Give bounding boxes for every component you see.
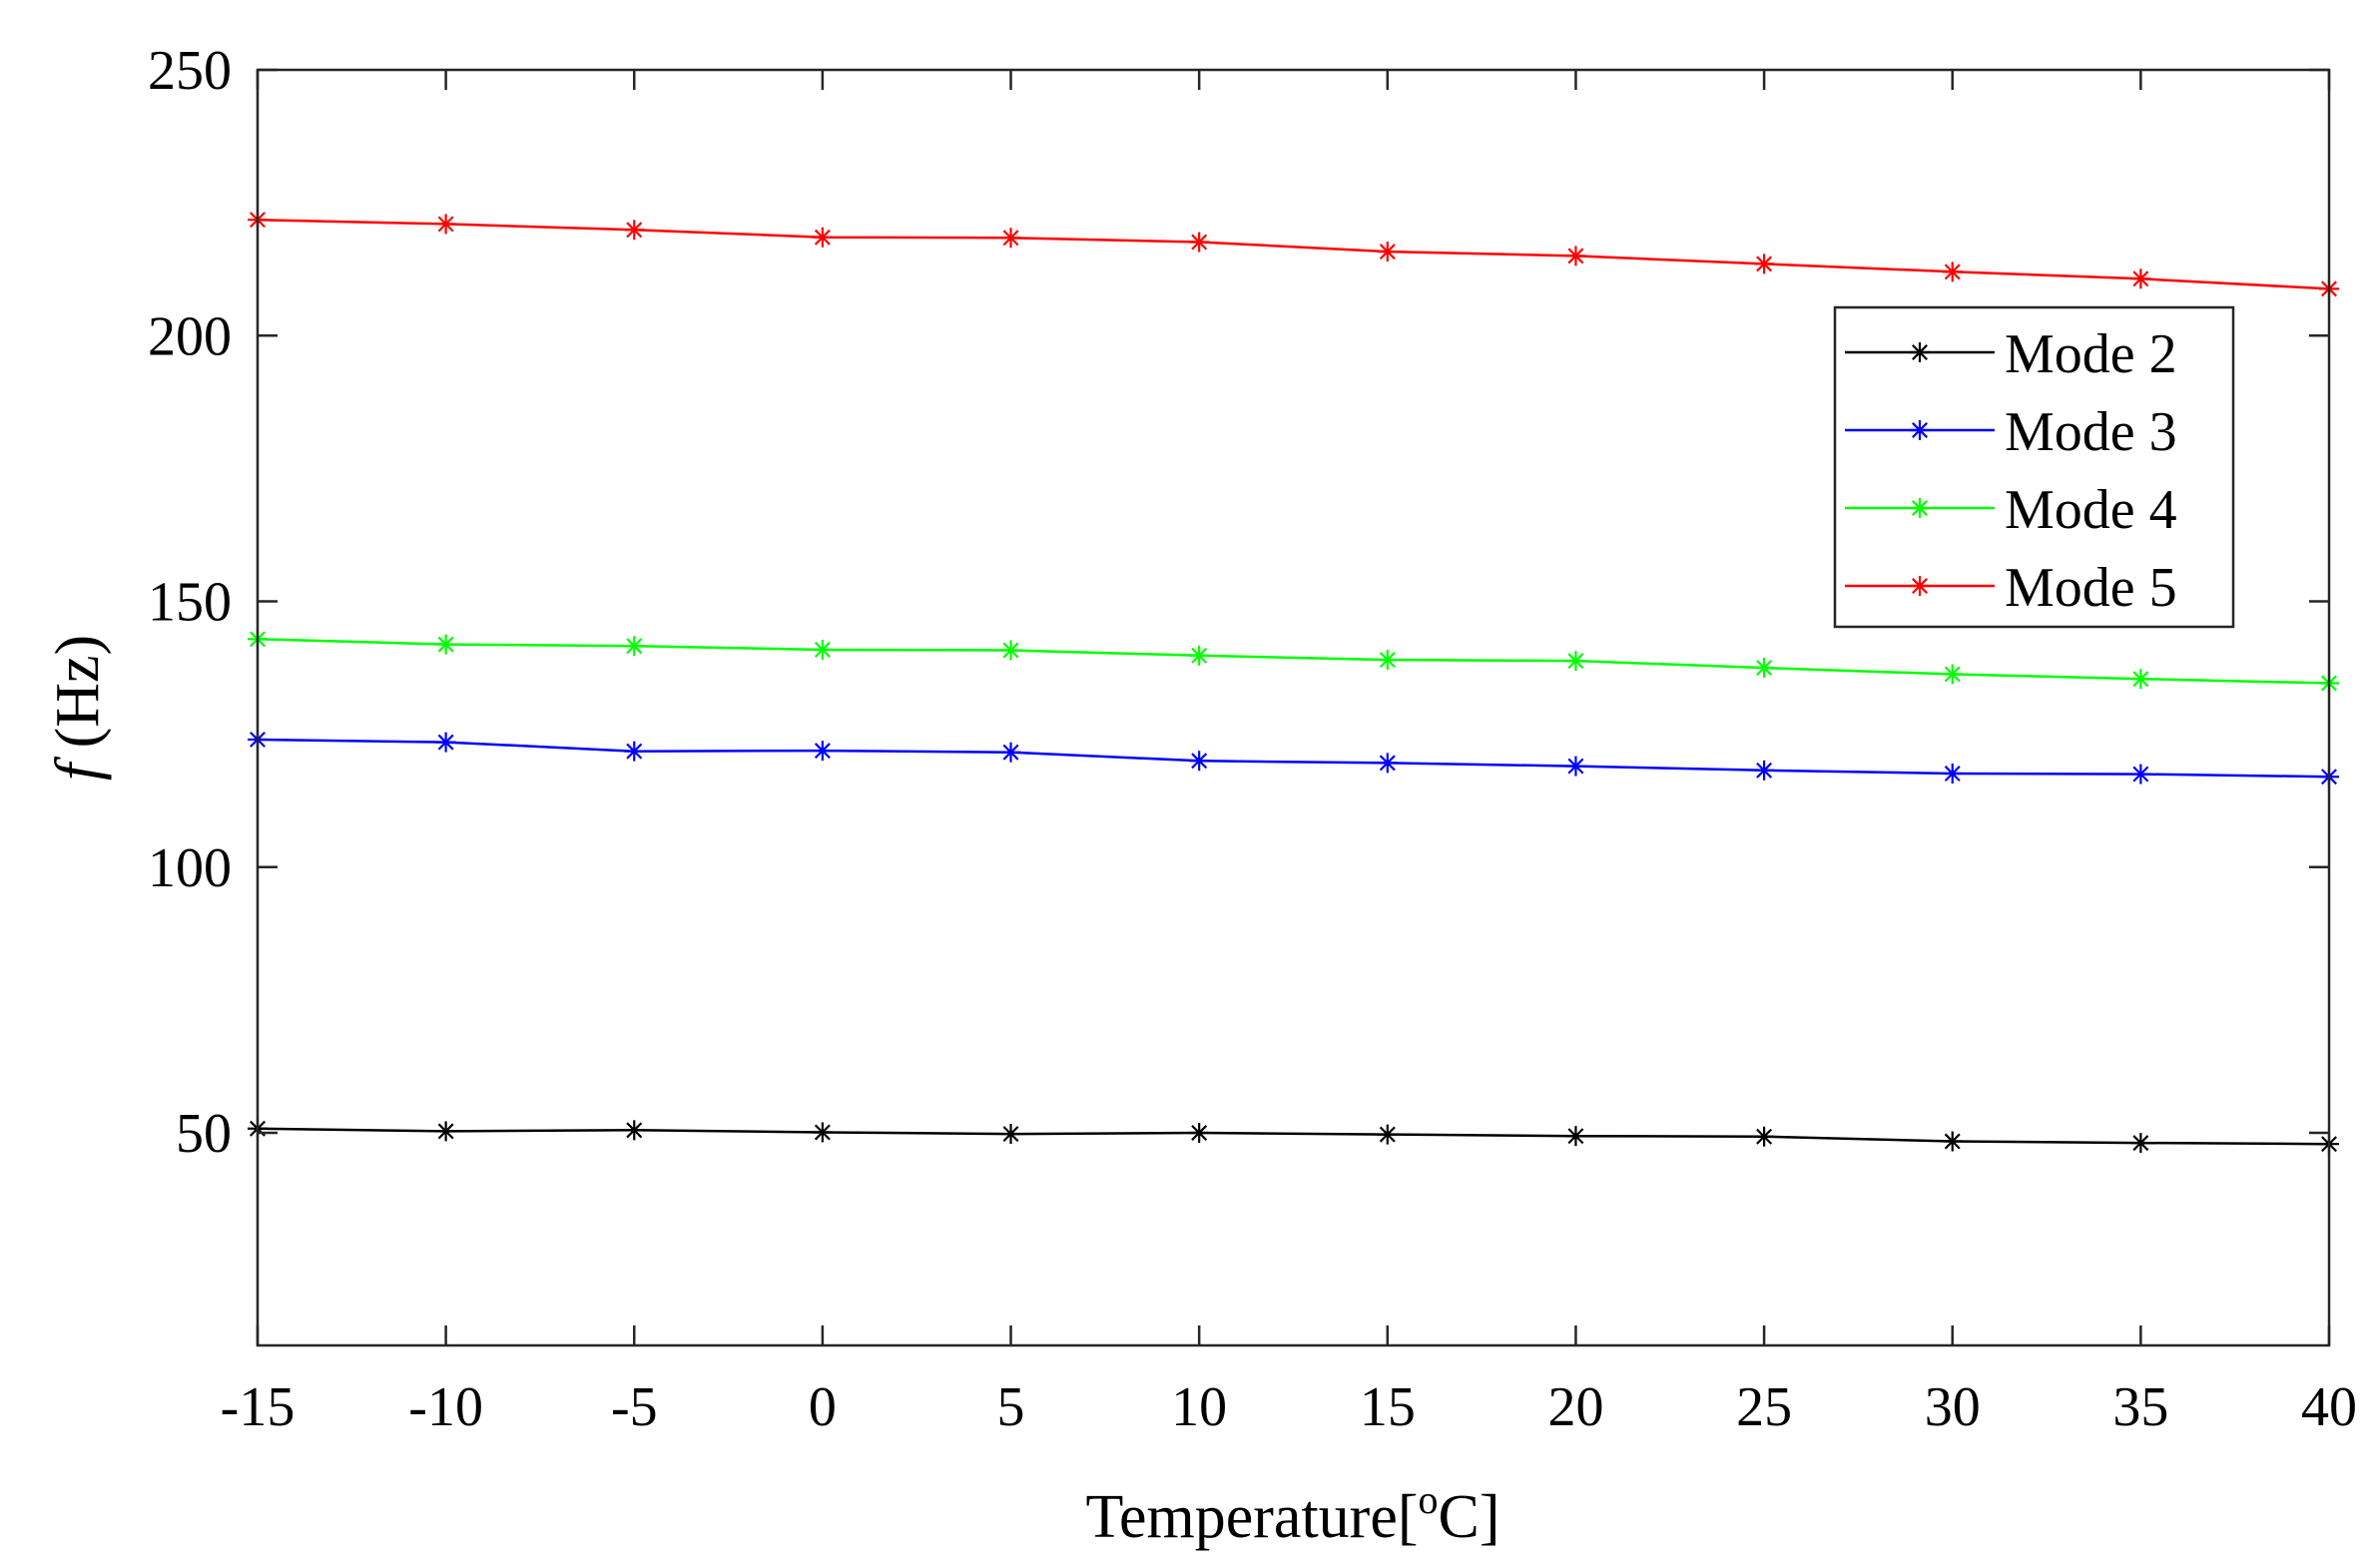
y-tick-label: 200 [148,305,232,367]
data-point-mode-3 [435,732,456,753]
legend-label: Mode 2 [2005,323,2177,385]
data-point-mode-4 [435,634,456,655]
x-tick-label: 0 [809,1376,837,1438]
data-point-mode-4 [1000,640,1021,661]
y-tick-label: 50 [176,1103,232,1165]
data-point-mode-2 [1565,1126,1586,1147]
data-point-mode-2 [1377,1124,1398,1145]
data-point-mode-3 [1754,760,1775,781]
legend-item-mode-3: Mode 3 [1845,401,2177,463]
series-line-mode-4 [257,638,2330,685]
data-point-mode-2 [2130,1133,2151,1154]
data-point-mode-5 [1000,228,1021,249]
data-point-mode-5 [2130,268,2151,289]
x-tick-label: 30 [1925,1376,1981,1438]
legend-marker [1910,342,1930,362]
data-point-mode-5 [1754,254,1775,274]
data-point-mode-4 [1942,664,1963,685]
legend-box [1833,305,2235,629]
data-point-mode-4 [624,636,645,657]
x-tick-label: -5 [611,1376,658,1438]
data-point-mode-4 [1189,645,1210,666]
data-point-mode-2 [1189,1123,1210,1143]
data-point-mode-4 [1377,650,1398,671]
legend: Mode 2 Mode 3 Mode 4 Mode 5 [1833,305,2235,629]
legend-item-mode-2: Mode 2 [1845,323,2177,385]
data-point-mode-2 [1942,1131,1963,1152]
data-point-mode-3 [1565,756,1586,777]
data-point-mode-5 [1942,261,1963,282]
data-point-mode-5 [435,214,456,235]
data-point-mode-2 [624,1120,645,1141]
x-tick-label: 10 [1171,1376,1227,1438]
data-point-mode-2 [812,1122,833,1143]
data-point-mode-4 [2130,669,2151,690]
data-point-mode-3 [1377,753,1398,774]
x-tick-label: -15 [221,1376,296,1438]
data-point-mode-2 [1000,1124,1021,1145]
legend-item-mode-4: Mode 4 [1845,479,2177,541]
x-tick-label: 40 [2301,1376,2357,1438]
series-line-mode-5 [257,218,2330,290]
legend-marker [1910,420,1930,440]
y-tick-label: 250 [148,40,232,102]
x-tick-label: -10 [408,1376,483,1438]
plot-frame [256,68,2331,1347]
data-point-mode-5 [1377,242,1398,262]
data-point-mode-3 [1000,742,1021,763]
data-point-mode-5 [812,227,833,248]
y-tick-label: 100 [148,837,232,899]
x-tick-label: 35 [2112,1376,2168,1438]
series-line-mode-2 [257,1127,2330,1146]
data-point-mode-5 [624,220,645,241]
data-point-mode-3 [2130,764,2151,784]
y-tick-label: 150 [148,572,232,634]
x-axis-label: Temperature[oC] [1085,1477,1499,1551]
legend-label: Mode 5 [2005,557,2177,619]
data-point-mode-3 [812,741,833,762]
data-point-mode-3 [1189,751,1210,772]
data-point-mode-2 [1754,1126,1775,1147]
legend-marker [1910,498,1930,518]
series-line-mode-3 [257,738,2330,779]
legend-item-mode-5: Mode 5 [1845,557,2177,619]
x-tick-label: 25 [1736,1376,1792,1438]
data-point-mode-4 [812,639,833,660]
data-point-mode-4 [1754,658,1775,679]
legend-marker [1910,576,1930,596]
data-point-mode-3 [1942,764,1963,784]
data-point-mode-5 [1565,246,1586,266]
x-tick-label: 5 [997,1376,1025,1438]
legend-label: Mode 4 [2005,479,2177,541]
legend-label: Mode 3 [2005,401,2177,463]
data-point-mode-4 [1565,651,1586,672]
y-axis-label: f (Hz) [44,635,112,781]
x-tick-label: 15 [1360,1376,1416,1438]
data-point-mode-5 [1189,232,1210,253]
data-point-mode-2 [435,1121,456,1142]
data-point-mode-3 [624,741,645,762]
x-tick-label: 20 [1547,1376,1603,1438]
